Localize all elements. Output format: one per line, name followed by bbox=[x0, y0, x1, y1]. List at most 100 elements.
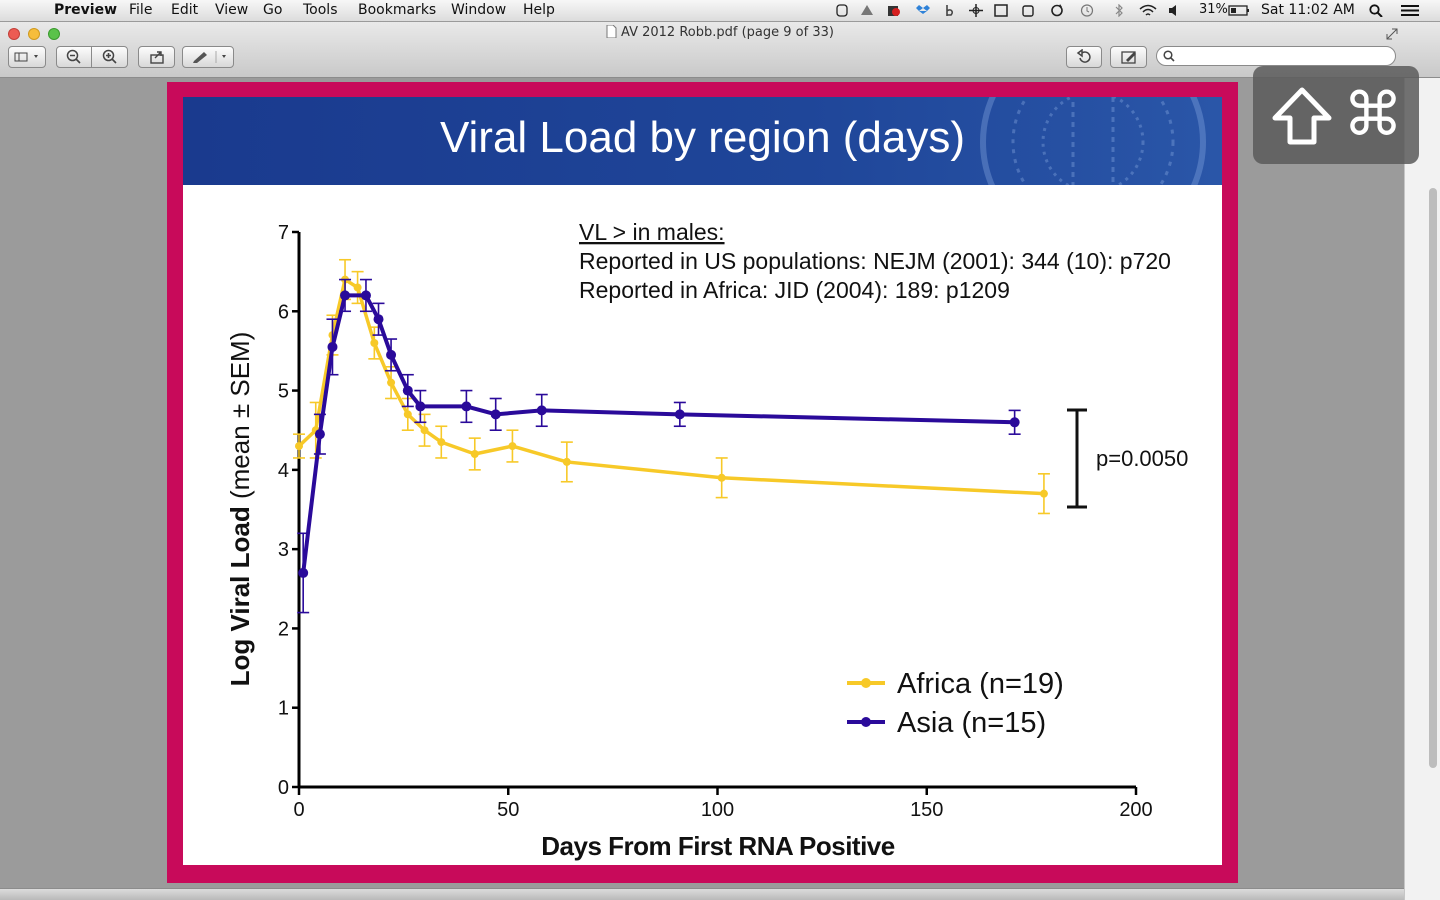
legend-marker bbox=[861, 678, 871, 688]
data-point-asia bbox=[373, 314, 384, 325]
menu-edit[interactable]: Edit bbox=[171, 2, 199, 18]
menu-window[interactable]: Window bbox=[451, 2, 507, 18]
edit-toolbar-button[interactable] bbox=[1110, 46, 1147, 68]
battery-icon[interactable] bbox=[1228, 4, 1250, 17]
legend-label: Africa (n=19) bbox=[897, 668, 1064, 700]
minimize-window-button[interactable] bbox=[28, 28, 40, 40]
move-arrows-icon[interactable] bbox=[969, 4, 983, 17]
data-point-africa bbox=[403, 410, 412, 419]
data-point-asia bbox=[415, 401, 426, 412]
menu-file[interactable]: File bbox=[129, 2, 153, 18]
menu-tools[interactable]: Tools bbox=[303, 2, 338, 18]
data-point-asia bbox=[490, 409, 501, 420]
cloud-drive-icon[interactable] bbox=[860, 4, 874, 17]
data-point-asia bbox=[674, 409, 685, 420]
y-tick-label: 0 bbox=[278, 777, 289, 799]
legend-marker bbox=[861, 717, 871, 727]
rotate-icon bbox=[1076, 48, 1091, 63]
note-line-1: Reported in US populations: NEJM (2001):… bbox=[579, 248, 1171, 274]
data-point-asia bbox=[402, 385, 413, 396]
sidebar-view-icon bbox=[14, 52, 38, 62]
pdf-slide-page: Viral Load by region (days) 0 1 2 3 4 5 6 7 0 50 1… bbox=[167, 82, 1238, 883]
search-icon bbox=[1163, 50, 1175, 62]
sync-icon[interactable] bbox=[1050, 4, 1064, 17]
y-tick-label: 3 bbox=[278, 539, 289, 561]
viral-load-chart: 0 1 2 3 4 5 6 7 0 50 100 150 200 Days From First RNA … bbox=[225, 219, 1188, 861]
bitbucket-icon[interactable] bbox=[943, 4, 957, 17]
window-bottom-bar bbox=[0, 888, 1404, 900]
data-point-asia bbox=[536, 405, 547, 416]
menu-view[interactable]: View bbox=[215, 2, 249, 18]
wifi-icon[interactable] bbox=[1138, 4, 1158, 17]
scrollbar-thumb[interactable] bbox=[1429, 188, 1437, 768]
search-input[interactable] bbox=[1156, 46, 1396, 66]
zoom-window-button[interactable] bbox=[48, 28, 60, 40]
dropbox-icon[interactable] bbox=[916, 4, 930, 17]
document-title-text: AV 2012 Robb.pdf (page 9 of 33) bbox=[621, 25, 834, 40]
data-point-asia bbox=[461, 401, 472, 412]
document-title: AV 2012 Robb.pdf (page 9 of 33) bbox=[0, 24, 1440, 40]
menu-app-preview[interactable]: Preview bbox=[54, 2, 118, 18]
zoom-out-button[interactable] bbox=[56, 46, 92, 68]
rotate-button[interactable] bbox=[1066, 46, 1102, 68]
data-point-africa bbox=[470, 450, 479, 458]
data-point-asia bbox=[327, 341, 338, 352]
y-tick-label: 5 bbox=[278, 381, 289, 403]
notification-center-icon[interactable] bbox=[1400, 4, 1420, 17]
zoom-in-button[interactable] bbox=[91, 46, 128, 68]
y-tick-label: 6 bbox=[278, 301, 289, 323]
bluetooth-icon[interactable] bbox=[1112, 4, 1126, 17]
alarm-icon[interactable] bbox=[1021, 4, 1035, 17]
keyboard-shortcut-hud: ⌘ bbox=[1253, 66, 1419, 164]
menu-bar: Preview File Edit View Go Tools Bookmark… bbox=[0, 0, 1440, 22]
data-point-africa bbox=[437, 438, 446, 447]
data-point-africa bbox=[353, 283, 362, 292]
data-point-asia bbox=[1009, 417, 1020, 428]
data-point-africa bbox=[1039, 489, 1048, 498]
note-line-2: Reported in Africa: JID (2004): 189: p12… bbox=[579, 277, 1010, 303]
menubar-clock[interactable]: Sat 11:02 AM bbox=[1261, 2, 1355, 18]
slide-title-banner: Viral Load by region (days) bbox=[183, 97, 1222, 185]
p-value-label: p=0.0050 bbox=[1096, 446, 1188, 471]
data-point-asia bbox=[314, 429, 325, 440]
y-tick-label: 7 bbox=[278, 222, 289, 244]
data-point-africa bbox=[717, 473, 726, 482]
data-point-africa bbox=[387, 378, 396, 387]
vertical-scrollbar[interactable] bbox=[1404, 78, 1440, 900]
pencil-annotate-icon bbox=[193, 51, 226, 63]
pdf-file-icon bbox=[606, 24, 617, 39]
banner-decoration-graphic bbox=[980, 97, 1206, 185]
x-tick-label: 0 bbox=[293, 799, 304, 821]
share-icon bbox=[149, 51, 164, 64]
zoom-out-icon bbox=[66, 49, 81, 64]
y-tick-label: 2 bbox=[278, 618, 289, 640]
time-machine-icon[interactable] bbox=[1080, 4, 1094, 17]
y-tick-label: 1 bbox=[278, 698, 289, 720]
notification-badge-icon[interactable] bbox=[887, 4, 901, 17]
annotate-button[interactable] bbox=[182, 46, 234, 68]
y-tick-label: 4 bbox=[278, 460, 289, 482]
edit-toolbar-icon bbox=[1120, 51, 1136, 64]
evernote-icon[interactable] bbox=[835, 4, 849, 17]
share-button[interactable] bbox=[138, 46, 175, 68]
volume-icon[interactable] bbox=[1168, 4, 1182, 17]
spotlight-search-icon[interactable] bbox=[1369, 4, 1383, 17]
fullscreen-icon[interactable] bbox=[1386, 28, 1398, 40]
menu-help[interactable]: Help bbox=[523, 2, 555, 18]
y-axis-label: Log Viral Load (mean ± SEM) bbox=[225, 332, 255, 687]
zoom-in-icon bbox=[102, 49, 117, 64]
menu-go[interactable]: Go bbox=[263, 2, 283, 18]
sidebar-view-button[interactable] bbox=[8, 46, 46, 68]
note-heading: VL > in males: bbox=[579, 219, 725, 245]
slide-title: Viral Load by region (days) bbox=[439, 113, 966, 162]
y-axis-label-main: Log Viral Load bbox=[225, 506, 255, 686]
series-line-asia bbox=[301, 293, 1015, 574]
legend-label: Asia (n=15) bbox=[897, 707, 1046, 739]
close-window-button[interactable] bbox=[8, 28, 20, 40]
y-axis-label-sub: (mean ± SEM) bbox=[225, 332, 255, 507]
window-icon[interactable] bbox=[994, 4, 1008, 17]
x-axis-label: Days From First RNA Positive bbox=[541, 831, 895, 861]
data-point-africa bbox=[562, 457, 571, 466]
menu-bookmarks[interactable]: Bookmarks bbox=[358, 2, 437, 18]
x-tick-label: 100 bbox=[701, 799, 734, 821]
